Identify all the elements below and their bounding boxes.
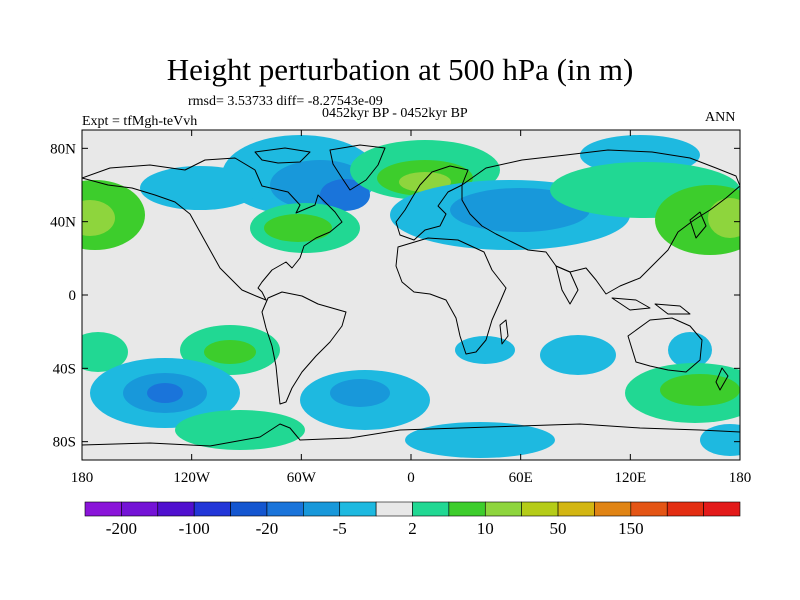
colorbar-swatch: [157, 501, 195, 517]
colorbar-swatch: [303, 501, 341, 517]
coastline-north-america: [82, 157, 343, 301]
colorbar-swatch: [121, 501, 159, 517]
anomaly-field: [82, 135, 740, 458]
coastline-india: [555, 265, 579, 305]
colorbar-swatch: [84, 501, 122, 517]
coastline-greenland: [329, 144, 386, 191]
lon-tick-label: 180: [729, 470, 752, 486]
coastline-arctic-islands: [254, 147, 311, 164]
contour-green-north-atlantic-core: [264, 214, 332, 242]
plot-title: Height perturbation at 500 hPa (in m): [166, 52, 634, 87]
colorbar-label: 2: [408, 519, 417, 538]
coastline-indonesia: [611, 297, 691, 315]
coastlines: [82, 144, 740, 447]
lon-tick-label: 180: [71, 470, 94, 486]
lon-tick-label: 60E: [509, 470, 533, 486]
colorbar-swatch: [703, 501, 741, 517]
colorbar-swatch: [666, 501, 704, 517]
colorbar-swatch: [339, 501, 377, 517]
latitude-axis: 80N 40N 0 40S 80S: [50, 141, 740, 451]
contour-lime-north-pacific-west: [82, 200, 115, 236]
contour-blue-labrador: [320, 179, 370, 211]
coastline-europe: [395, 165, 469, 241]
contour-green-south-pacific-west: [82, 332, 128, 372]
colorbar-label: 50: [550, 519, 567, 538]
contour-blue-south-africa: [455, 336, 515, 364]
coastline-antarctica: [82, 423, 740, 447]
contour-green-southern-ocean: [175, 410, 305, 450]
coastline-asia: [461, 149, 740, 295]
colorbar-swatch: [375, 501, 413, 517]
colorbar-label: 10: [477, 519, 494, 538]
colorbar-label: -200: [106, 519, 137, 538]
season-label: ANN: [705, 110, 736, 125]
colorbar-label: -5: [333, 519, 347, 538]
contour-blue-south-pacific-core: [147, 383, 183, 403]
contour-blue-tasman: [668, 332, 712, 368]
coastline-australia: [627, 317, 703, 373]
lat-tick-label: 80S: [53, 435, 76, 451]
colorbar-swatch: [484, 501, 522, 517]
period-label: 0452kyr BP - 0452kyr BP: [322, 106, 468, 121]
lat-tick-label: 80N: [50, 141, 76, 157]
lat-tick-label: 0: [69, 288, 77, 304]
lon-tick-label: 0: [407, 470, 415, 486]
lon-tick-label: 60W: [287, 470, 317, 486]
colorbar-swatch: [230, 501, 268, 517]
colorbar-swatch: [630, 501, 668, 517]
contour-lime-north-pacific-east: [708, 198, 740, 238]
coastline-south-america: [261, 291, 347, 405]
experiment-label: Expt = tfMgh-teVvh: [82, 114, 198, 129]
contour-green-south-pacific-core: [204, 340, 256, 364]
colorbar-swatch: [193, 501, 231, 517]
lon-tick-label: 120W: [173, 470, 211, 486]
lat-tick-label: 40S: [53, 361, 76, 377]
colorbar-swatch: [521, 501, 559, 517]
colorbar-swatch: [266, 501, 304, 517]
lon-tick-label: 120E: [614, 470, 646, 486]
contour-green-south-pacific-east-core: [660, 374, 740, 406]
colorbar-swatch: [594, 501, 632, 517]
coastline-new-zealand: [715, 367, 729, 391]
contour-blue-eurasia-core: [450, 188, 590, 232]
colorbar-label: -20: [256, 519, 279, 538]
contour-blue-indian-ocean: [540, 335, 616, 375]
coastline-madagascar: [499, 319, 509, 345]
stats-label: rmsd= 3.53733 diff= -8.27543e-09: [188, 94, 383, 109]
contour-blue-antarctic-indian: [405, 422, 555, 458]
colorbar-swatch: [448, 501, 486, 517]
colorbar-swatch: [557, 501, 595, 517]
colorbar-label: 150: [618, 519, 644, 538]
contour-blue-west-canada: [140, 166, 260, 210]
colorbar-swatch: [412, 501, 450, 517]
contour-blue-south-atlantic-core: [330, 379, 390, 407]
colorbar: -200 -100 -20 -5 2 10 50 150: [84, 501, 741, 538]
coastline-japan: [689, 211, 707, 239]
contour-blue-antarctic-pacific: [700, 424, 740, 456]
coastline-africa: [395, 237, 507, 355]
colorbar-label: -100: [179, 519, 210, 538]
lat-tick-label: 40N: [50, 215, 76, 231]
longitude-axis: 180 120W 60W 0 60E 120E 180: [71, 130, 752, 486]
